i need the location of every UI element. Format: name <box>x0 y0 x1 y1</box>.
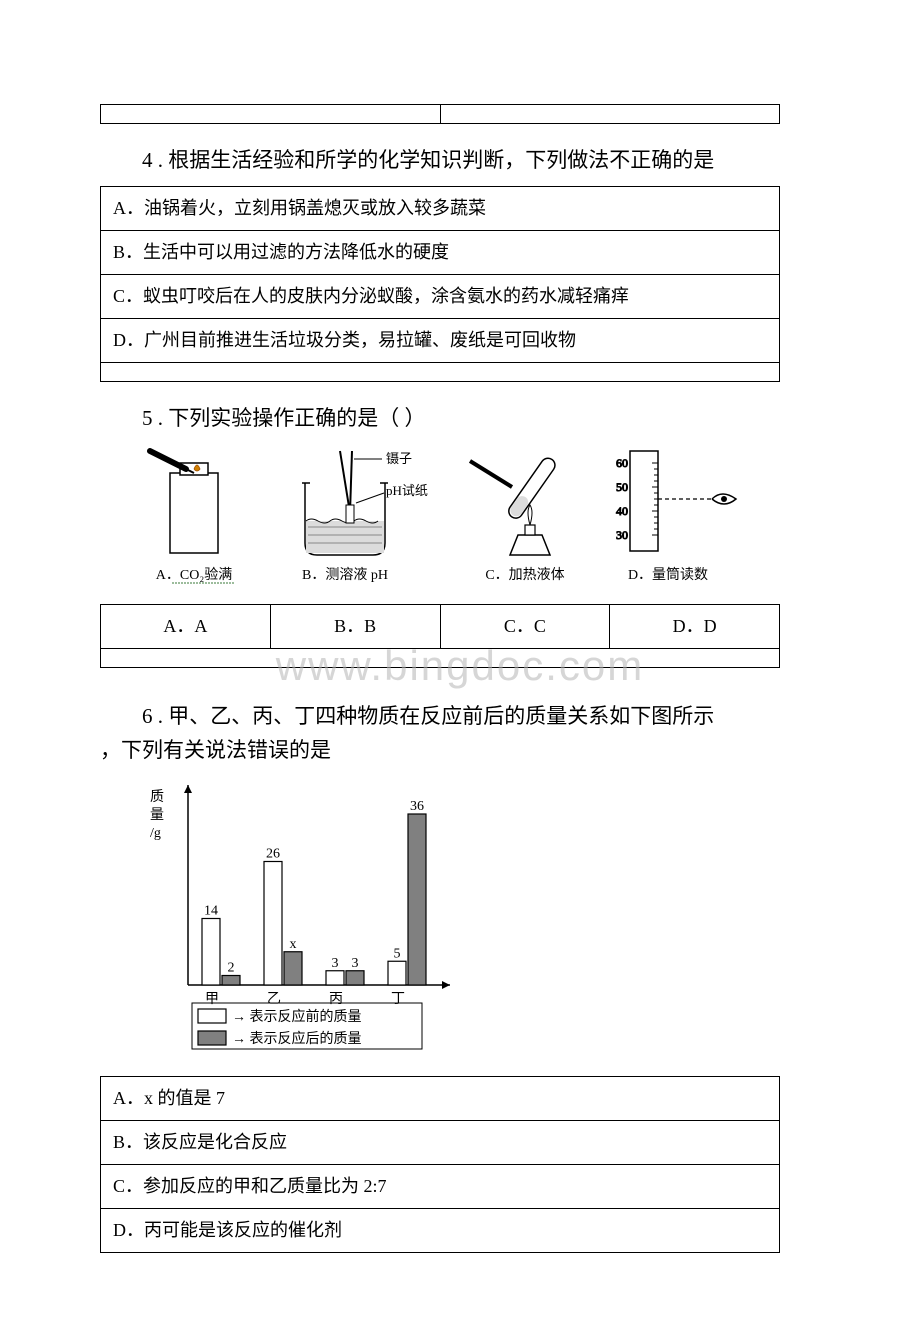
q4-option-b: B．生活中可以用过滤的方法降低水的硬度 <box>101 230 780 274</box>
q4-options-table: A．油锅着火，立刻用锅盖熄灭或放入较多蔬菜 B．生活中可以用过滤的方法降低水的硬… <box>100 186 780 382</box>
q5-panel-d-tick-60: 60 <box>616 456 628 470</box>
q5-panel-d-caption: D．量筒读数 <box>628 566 708 583</box>
q5-option-b: B．B <box>270 605 440 649</box>
q5-option-a: A．A <box>101 605 271 649</box>
q5-option-c: C．C <box>440 605 610 649</box>
q4-option-a: A．油锅着火，立刻用锅盖熄灭或放入较多蔬菜 <box>101 186 780 230</box>
q6-option-d: D．丙可能是该反应的催化剂 <box>101 1209 780 1253</box>
q5-prompt: 5 . 下列实验操作正确的是（ ） <box>100 402 820 436</box>
q6-option-a: A．x 的值是 7 <box>101 1077 780 1121</box>
svg-text:丁: 丁 <box>391 992 405 1007</box>
svg-text:36: 36 <box>410 799 424 814</box>
q5-panel-b-caption: B．测溶液 pH <box>302 567 388 583</box>
q6-prompt-line2: ，下列有关说法错误的是 <box>100 734 820 768</box>
q6-chart: 质量/g 14 2 甲 26 x 乙 33 丙 5 36 丁 → 表示反应前的质量 → 表示反应后的质量 <box>130 775 820 1070</box>
svg-text:/g: /g <box>150 826 161 841</box>
q5-panel-b-ph-label: pH试纸 <box>386 483 428 498</box>
q6-option-c: C．参加反应的甲和乙质量比为 2:7 <box>101 1165 780 1209</box>
svg-text:甲: 甲 <box>205 992 219 1007</box>
svg-text:26: 26 <box>266 847 280 862</box>
svg-text:丙: 丙 <box>329 992 343 1007</box>
q5-option-d: D．D <box>610 605 780 649</box>
svg-text:乙: 乙 <box>267 991 281 1007</box>
svg-text:质: 质 <box>150 789 164 805</box>
q5-figure: A．CO₂验满 <box>130 443 820 598</box>
q5-panel-d-tick-40: 40 <box>616 504 628 518</box>
q5-panel-b-tweezers-label: 镊子 <box>386 451 412 466</box>
q5-panel-a-caption: A．CO₂验满 <box>156 567 232 583</box>
q5-panel-c-caption: C．加热液体 <box>485 567 564 583</box>
q5-panel-d-tick-50: 50 <box>616 480 628 494</box>
q6-prompt: 6 . 甲、乙、丙、丁四种物质在反应前后的质量关系如下图所示 <box>100 700 820 734</box>
svg-text:3: 3 <box>352 956 359 971</box>
svg-text:3: 3 <box>332 956 339 971</box>
svg-text:5: 5 <box>394 947 401 962</box>
q6-options-table: A．x 的值是 7 B．该反应是化合反应 C．参加反应的甲和乙质量比为 2:7 … <box>100 1076 780 1253</box>
svg-text:x: x <box>290 937 297 952</box>
q5-panel-d-tick-30: 30 <box>616 528 628 542</box>
svg-text:→ 表示反应前的质量: → 表示反应前的质量 <box>232 1008 362 1025</box>
q5-options-table: A．A B．B C．C D．D <box>100 604 780 668</box>
svg-text:量: 量 <box>150 807 164 823</box>
q4-prompt: 4 . 根据生活经验和所学的化学知识判断，下列做法不正确的是 <box>100 144 820 178</box>
q4-option-d: D．广州目前推进生活垃圾分类，易拉罐、废纸是可回收物 <box>101 318 780 362</box>
svg-text:2: 2 <box>228 961 235 976</box>
svg-text:→ 表示反应后的质量: → 表示反应后的质量 <box>232 1030 362 1047</box>
q4-option-c: C．蚁虫叮咬后在人的皮肤内分泌蚁酸，涂含氨水的药水减轻痛痒 <box>101 274 780 318</box>
q6-option-b: B．该反应是化合反应 <box>101 1121 780 1165</box>
svg-text:14: 14 <box>204 904 218 919</box>
prev-question-table-tail <box>100 104 780 124</box>
q6-prompt-line1: 6 . 甲、乙、丙、丁四种物质在反应前后的质量关系如下图所示 <box>142 704 714 728</box>
